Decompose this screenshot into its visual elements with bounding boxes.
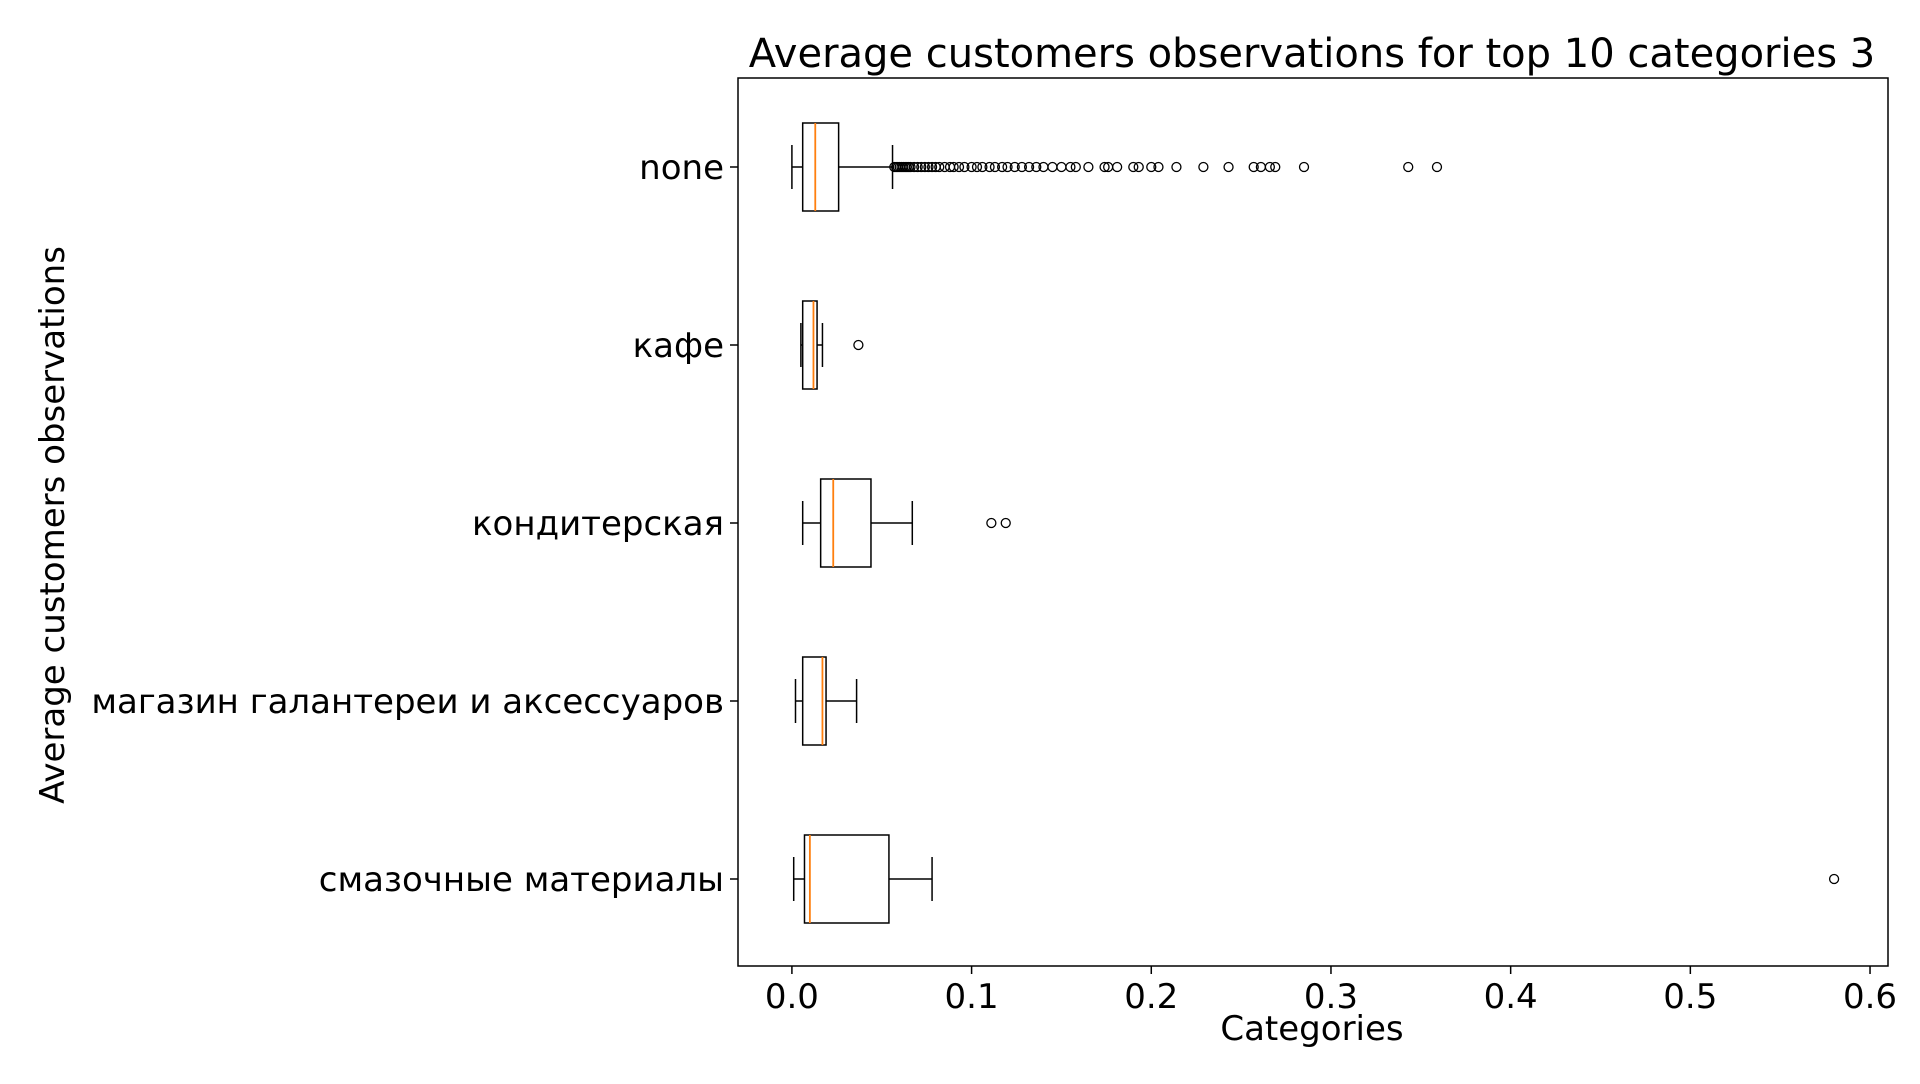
- outlier-point: [984, 161, 995, 173]
- outlier-point: [919, 161, 931, 173]
- box: [801, 656, 827, 746]
- outlier-point: [1128, 161, 1139, 173]
- outlier-point: [966, 161, 977, 173]
- outlier-point: [1111, 161, 1123, 173]
- x-tick-label: 0.6: [1843, 977, 1897, 1017]
- outlier-point: [1146, 161, 1157, 173]
- outlier-point: [1070, 161, 1081, 173]
- x-tick-label: 0.2: [1124, 977, 1178, 1017]
- outlier-point: [959, 161, 970, 173]
- chart-title: Average customers observations for top 1…: [749, 31, 1875, 77]
- box: [801, 122, 840, 212]
- y-tick-label: кондитерская: [472, 504, 724, 544]
- outlier-point: [989, 161, 1001, 173]
- outlier-point: [986, 517, 997, 529]
- x-tick-label: 0.0: [765, 977, 819, 1017]
- outlier-point: [1065, 161, 1076, 173]
- x-axis-label: Categories: [1220, 1009, 1403, 1049]
- outlier-point: [1198, 161, 1209, 173]
- outlier-point: [853, 339, 864, 351]
- outlier-point: [1248, 161, 1259, 173]
- outlier-point: [934, 161, 945, 173]
- outlier-point: [971, 161, 983, 173]
- outlier-point: [926, 161, 938, 173]
- x-tick-label: 0.1: [945, 977, 999, 1017]
- box: [801, 300, 818, 390]
- y-axis-label: Average customers observations: [33, 246, 73, 804]
- outlier-point: [908, 161, 920, 173]
- outlier-point: [1171, 161, 1182, 173]
- outlier-point: [948, 161, 959, 173]
- outlier-point: [916, 161, 927, 173]
- outlier-point: [1431, 161, 1443, 173]
- outlier-point: [1009, 161, 1020, 173]
- outlier-point: [912, 161, 923, 173]
- outlier-point: [996, 161, 1008, 173]
- box: [803, 834, 890, 924]
- outlier-point: [953, 161, 965, 173]
- outlier-point: [1031, 161, 1042, 173]
- x-tick-label: 0.4: [1484, 977, 1538, 1017]
- outlier-point: [1016, 161, 1028, 173]
- plot-frame: [737, 77, 1889, 967]
- plot-area: 0.0 0.1 0.2 0.3 0.4 0.5 0.6 none кафе кондитерска…: [91, 77, 1897, 1017]
- y-tick-label: магазин галантереи и аксессуаров: [91, 682, 724, 722]
- outlier-point: [1133, 161, 1144, 173]
- outlier-point: [923, 161, 934, 173]
- outlier-point: [1000, 517, 1011, 529]
- outlier-point: [1270, 161, 1281, 173]
- y-tick-label: кафе: [633, 326, 724, 366]
- outlier-point: [1002, 161, 1013, 173]
- x-tick-label: 0.5: [1663, 977, 1717, 1017]
- outlier-point: [1153, 161, 1164, 173]
- outlier-point: [1099, 161, 1110, 173]
- y-tick-label: none: [639, 148, 724, 188]
- x-tick-label: 0.3: [1304, 977, 1358, 1017]
- outlier-point: [1023, 161, 1035, 173]
- outlier-point: [1056, 161, 1067, 173]
- outlier-point: [1083, 161, 1094, 173]
- outlier-point: [1298, 161, 1310, 173]
- outlier-point: [1223, 161, 1234, 173]
- outlier-point: [1828, 873, 1840, 885]
- outlier-point: [977, 161, 988, 173]
- outlier-point: [1047, 161, 1058, 173]
- outlier-point: [1403, 161, 1414, 173]
- y-tick-label: смазочные материалы: [319, 860, 724, 900]
- outlier-point: [905, 161, 916, 173]
- box: [819, 478, 872, 568]
- outlier-point: [1264, 161, 1276, 173]
